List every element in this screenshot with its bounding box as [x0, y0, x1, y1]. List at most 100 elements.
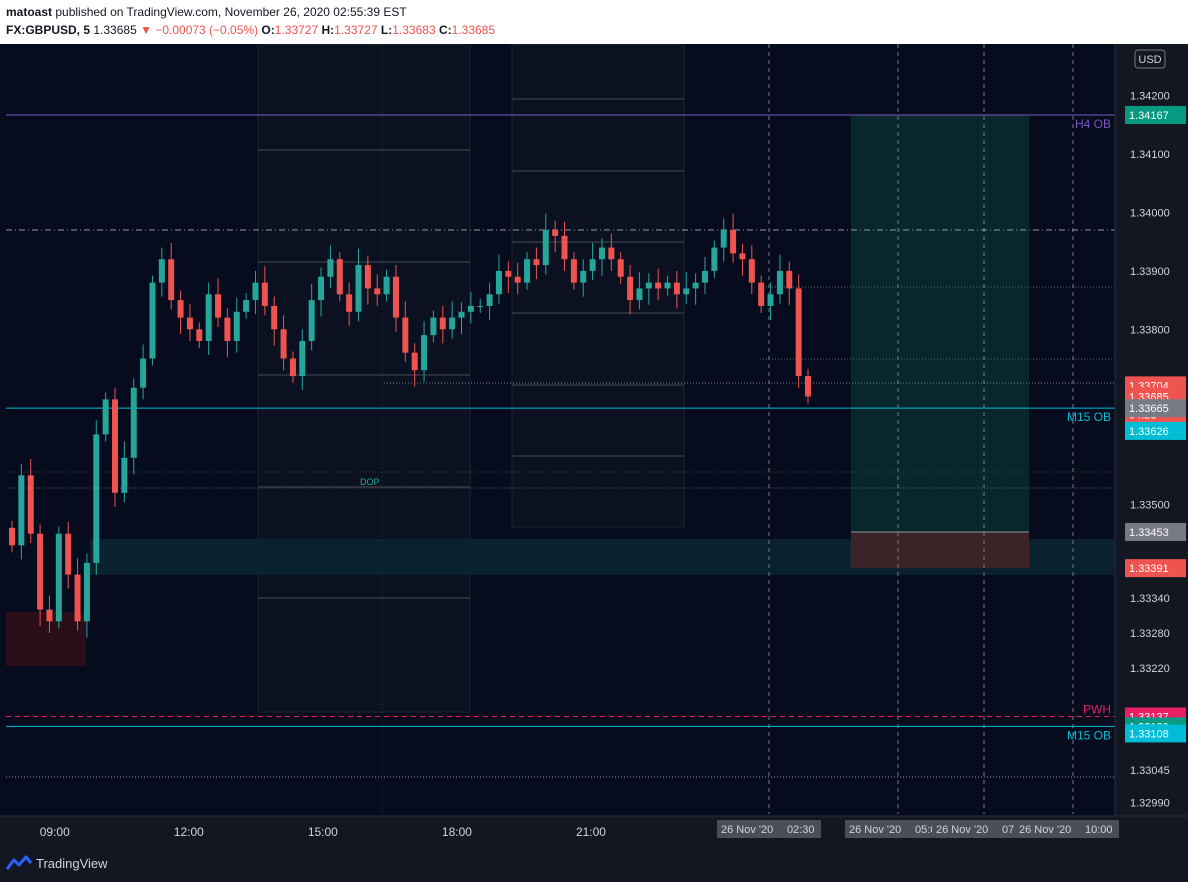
- low-label: L:: [380, 23, 393, 37]
- candle-body: [458, 311, 465, 318]
- ohlc-line: FX:GBPUSD, 5 1.33685 ▼ −0.00073 (−0.05%)…: [6, 23, 495, 37]
- date-box-time: 10:00: [1085, 824, 1113, 836]
- candle-body: [795, 288, 802, 377]
- candle-body: [215, 294, 222, 318]
- candle-body: [495, 270, 502, 295]
- symbol-label[interactable]: FX:GBPUSD, 5: [6, 23, 91, 37]
- open-value: 1.33727: [274, 23, 319, 37]
- candle-body: [233, 311, 240, 341]
- candle-body: [655, 282, 662, 289]
- open-label: O:: [261, 23, 275, 37]
- candle-body: [346, 294, 353, 312]
- candle-body: [673, 282, 680, 295]
- candle-body: [542, 230, 549, 266]
- date-box-label: 26 Nov '20: [936, 824, 988, 836]
- candle-body: [449, 317, 456, 330]
- date-box: [932, 820, 1036, 838]
- candle-body: [261, 282, 268, 306]
- candle-body: [720, 230, 727, 248]
- candle-body: [402, 317, 409, 353]
- level-label: M15 OB: [1067, 410, 1111, 424]
- candle-body: [177, 300, 184, 318]
- chart-header: matoast published on TradingView.com, No…: [0, 0, 1188, 44]
- candle-body: [552, 230, 559, 236]
- candle-body: [37, 533, 44, 610]
- candle-body: [805, 376, 811, 397]
- candle-body: [18, 475, 25, 546]
- author-name[interactable]: matoast: [6, 5, 53, 19]
- candle-body: [130, 387, 137, 458]
- candle-body: [683, 288, 690, 295]
- tradingview-brand[interactable]: TradingView: [6, 854, 108, 872]
- candle-body: [570, 259, 577, 283]
- price-chart[interactable]: DOP H4 OB M15 OB PWH M15 OB USD 1.34200 1.341…: [0, 43, 1188, 844]
- candle-body: [392, 276, 399, 318]
- candle-body: [374, 288, 381, 295]
- time-tick-label: 15:00: [308, 825, 338, 839]
- high-value: 1.33727: [334, 23, 378, 37]
- candle-body: [758, 282, 765, 306]
- candle-body: [627, 276, 634, 301]
- tradingview-logo-icon: [6, 855, 32, 870]
- price-tick-label: 1.33220: [1130, 663, 1170, 675]
- candle-body: [299, 340, 306, 377]
- date-box-label: 26 Nov '20: [849, 824, 901, 836]
- candle-body: [786, 270, 793, 289]
- candle-body: [186, 317, 193, 330]
- level-label: M15 OB: [1067, 728, 1111, 742]
- price-badge: [1125, 522, 1186, 541]
- candle-body: [383, 276, 390, 295]
- candle-body: [421, 335, 428, 371]
- candle-body: [243, 300, 250, 312]
- down-triangle-icon: ▼: [140, 23, 152, 37]
- date-box-time: 02:30: [787, 824, 815, 836]
- price-tick-label: 1.34200: [1130, 91, 1170, 103]
- candle-body: [411, 352, 418, 371]
- candle-body: [196, 329, 203, 341]
- level-label: PWH: [1083, 702, 1111, 716]
- candle-body: [252, 282, 259, 301]
- candle-body: [580, 270, 587, 283]
- price-tick-label: 1.33045: [1130, 765, 1170, 777]
- candle-body: [271, 305, 278, 330]
- dop-annotation: DOP: [360, 477, 380, 487]
- candle-body: [589, 259, 596, 271]
- brand-name: TradingView: [36, 855, 108, 871]
- chart-area[interactable]: DOP H4 OB M15 OB PWH M15 OB USD 1.34200 1.341…: [0, 43, 1188, 844]
- candle-body: [112, 399, 119, 493]
- price-badge: [1125, 559, 1186, 578]
- candle-body: [739, 253, 746, 260]
- candle-body: [439, 317, 446, 330]
- candle-body: [524, 259, 531, 283]
- price-change: −0.00073 (−0.05%): [155, 23, 259, 37]
- price-badge-label: 1.33626: [1129, 426, 1169, 438]
- candle-body: [149, 282, 156, 359]
- candle-body: [514, 276, 521, 283]
- candle-body: [336, 259, 343, 295]
- price-badge-label: 1.33391: [1129, 563, 1169, 575]
- session-box: [257, 43, 471, 713]
- candle-body: [121, 457, 128, 493]
- candle-body: [102, 399, 109, 435]
- candle-body: [27, 475, 34, 534]
- high-label: H:: [321, 23, 335, 37]
- time-tick-label: 09:00: [40, 825, 70, 839]
- date-box: [845, 820, 949, 838]
- candle-body: [318, 276, 325, 301]
- candle-body: [46, 609, 53, 622]
- price-badge: [1125, 421, 1186, 440]
- last-price: 1.33685: [93, 23, 137, 37]
- candle-body: [561, 235, 568, 260]
- candle-body: [701, 270, 708, 283]
- target-zone: [851, 114, 1029, 532]
- currency-button[interactable]: [1134, 49, 1166, 69]
- close-value: 1.33685: [451, 23, 496, 37]
- candle-body: [83, 562, 90, 622]
- candle-body: [617, 259, 624, 277]
- candle-body: [598, 247, 605, 260]
- price-badge-label: 1.33108: [1129, 728, 1169, 740]
- time-tick-label: 18:00: [442, 825, 472, 839]
- price-tick-label: 1.33500: [1130, 499, 1170, 511]
- candle-body: [140, 358, 147, 388]
- candle-body: [364, 265, 371, 289]
